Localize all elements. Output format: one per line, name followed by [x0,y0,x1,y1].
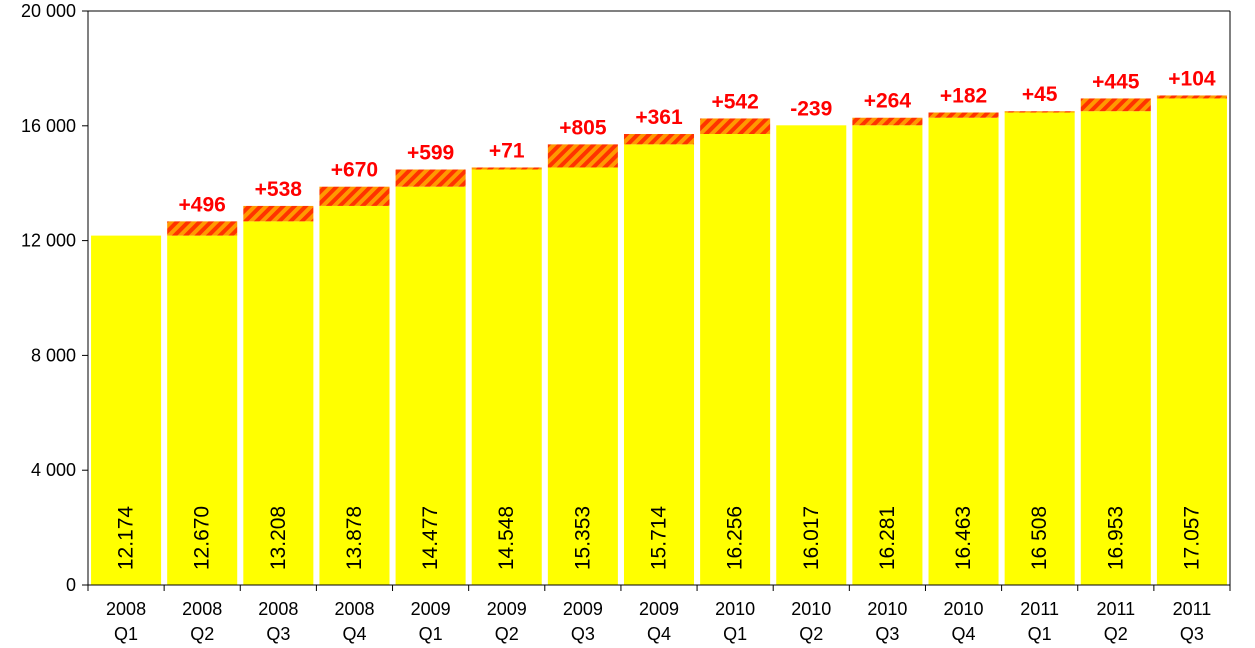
bar [623,144,695,585]
bar [471,169,542,585]
x-tick-label-quarter: Q1 [1028,624,1052,644]
bar [700,134,771,586]
bars-layer [91,95,1227,586]
delta-label: +542 [711,90,758,113]
x-tick-label-year: 2010 [715,599,755,619]
value-label: 15.353 [571,506,594,570]
delta-label: -239 [790,97,832,120]
x-tick-label-year: 2009 [639,599,679,619]
value-label: 15.714 [648,506,671,571]
x-tick-label-quarter: Q4 [952,624,976,644]
increment-segment [167,221,238,236]
x-tick-label-quarter: Q3 [875,624,899,644]
delta-label: +538 [255,178,303,201]
increment-segment [471,167,542,170]
bar [776,125,847,585]
y-tick-label: 20 000 [21,1,76,21]
x-tick-label-quarter: Q1 [114,624,138,644]
bar [547,167,618,585]
y-tick-label: 16 000 [21,116,76,136]
bar [395,186,466,585]
value-label: 16 508 [1028,506,1051,570]
increment-segment [319,186,390,206]
increment-segment [928,112,999,118]
value-label: 16.953 [1104,506,1127,570]
bar [167,235,238,585]
increment-segment [1004,111,1075,113]
axis-layer [82,10,1231,591]
delta-label: +71 [489,139,525,162]
y-tick-label: 12 000 [21,231,76,251]
labels-layer: 12.174 2008 Q1 +496 12.670 2008 Q2 +538 13.208 20… [21,1,1216,644]
x-tick-label-quarter: Q3 [266,624,290,644]
x-tick-label-year: 2010 [791,599,831,619]
bar [928,117,999,586]
value-label: 12.670 [191,506,214,570]
value-label: 16.463 [952,506,975,570]
increment-segment [700,118,771,135]
increment-segment [1156,95,1227,99]
delta-label: +182 [940,85,987,108]
increment-segment [243,205,314,222]
value-label: 16.281 [876,506,899,570]
delta-label: +805 [559,116,607,139]
x-tick-label-year: 2009 [411,599,451,619]
increment-segment [395,169,466,187]
x-tick-label-year: 2008 [334,599,374,619]
x-tick-label-year: 2009 [563,599,603,619]
x-tick-label-quarter: Q4 [342,624,366,644]
value-label: 14.548 [495,506,518,570]
delta-label: +361 [635,106,683,129]
value-label: 13.878 [343,506,366,570]
x-tick-label-quarter: Q3 [1180,624,1204,644]
value-label: 13.208 [267,506,290,570]
x-tick-label-quarter: Q2 [799,624,823,644]
y-tick-label: 8 000 [31,345,76,365]
y-tick-label: 0 [66,575,76,595]
x-tick-label-quarter: Q4 [647,624,671,644]
increment-segment [852,117,923,126]
x-tick-label-year: 2011 [1020,599,1059,619]
delta-label: +104 [1168,67,1216,90]
x-tick-label-quarter: Q1 [723,624,747,644]
delta-label: +496 [179,193,226,216]
increment-segment [547,144,618,168]
bar [1156,98,1227,585]
x-tick-label-year: 2009 [487,599,527,619]
bar [852,125,923,585]
delta-label: +599 [407,142,454,165]
increment-segment [1080,98,1151,112]
delta-label: +264 [864,90,912,113]
y-tick-label: 4 000 [31,460,76,480]
value-label: 16.017 [800,506,823,570]
x-tick-label-quarter: Q2 [1104,624,1128,644]
x-tick-label-year: 2011 [1096,599,1135,619]
x-tick-label-year: 2010 [944,599,984,619]
value-label: 14.477 [419,506,442,570]
x-tick-label-year: 2008 [182,599,222,619]
x-tick-label-year: 2011 [1173,599,1212,619]
bar [1080,111,1151,585]
value-label: 16.256 [724,506,747,570]
x-tick-label-quarter: Q2 [495,624,519,644]
x-tick-label-year: 2008 [258,599,298,619]
delta-label: +445 [1092,70,1140,93]
bar [91,235,162,585]
bar [319,205,390,585]
x-tick-label-quarter: Q1 [419,624,443,644]
delta-label: +670 [331,159,378,182]
value-label: 17.057 [1180,506,1203,570]
x-tick-label-quarter: Q2 [190,624,214,644]
bar [243,221,314,585]
increment-segment [623,134,695,145]
bar [1004,112,1075,585]
value-label: 12.174 [115,506,138,571]
x-tick-label-year: 2008 [106,599,146,619]
delta-label: +45 [1022,83,1058,106]
x-tick-label-year: 2010 [867,599,907,619]
x-tick-label-quarter: Q3 [571,624,595,644]
